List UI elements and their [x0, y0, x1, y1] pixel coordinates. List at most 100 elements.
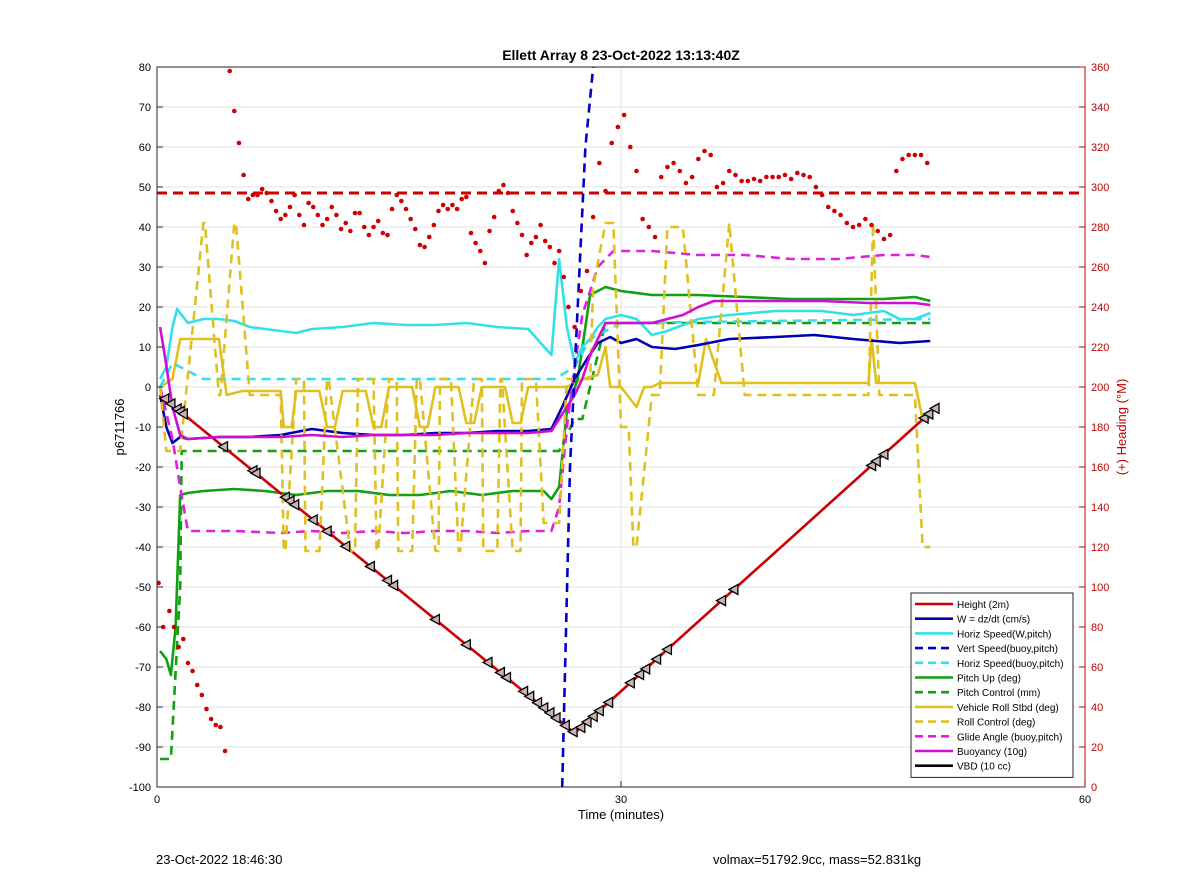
heading-point [658, 174, 664, 180]
heading-point [542, 238, 548, 244]
heading-point [180, 636, 186, 642]
heading-point [640, 216, 645, 222]
heading-point [566, 304, 571, 310]
heading-point [269, 198, 274, 204]
height-marker-triangle [549, 711, 561, 725]
height-marker-triangle [633, 668, 645, 681]
heading-point [665, 164, 670, 170]
heading-point [788, 176, 794, 182]
heading-point [157, 580, 161, 586]
heading-point [287, 204, 293, 210]
height-marker-triangle [580, 715, 592, 729]
grid [156, 66, 1086, 788]
heading-point [440, 202, 446, 208]
heading-point [361, 224, 367, 230]
heading-point [468, 230, 474, 236]
y-tick-label: 0 [145, 382, 151, 394]
height-marker-triangle [164, 397, 176, 410]
height-marker-triangle [558, 719, 570, 732]
heading-point [745, 178, 751, 184]
heading-point [505, 190, 511, 196]
y-tick-label: -10 [135, 422, 151, 434]
series-line-vehicle-roll-stbd-deg- [159, 337, 931, 429]
legend-label: Pitch Control (mm) [957, 688, 1040, 699]
heading-point [714, 184, 720, 190]
y2-tick-label: 40 [1091, 702, 1103, 714]
legend-label: Glide Angle (buoy,pitch) [957, 732, 1062, 743]
y2-tick-label: 120 [1091, 542, 1109, 554]
x-tick-label: 0 [154, 794, 160, 806]
heading-point [190, 668, 195, 674]
y-tick-label: -60 [135, 622, 151, 634]
heading-point [385, 232, 390, 238]
heading-point [171, 624, 177, 630]
heading-point [528, 240, 534, 246]
height-marker-triangle [288, 498, 300, 511]
heading-point [160, 624, 166, 630]
series-line-glide-angle-buoy-pitch- [158, 249, 931, 535]
series-line-horiz-speed-w-pitch- [158, 257, 931, 380]
y-tick-label: 80 [139, 62, 151, 74]
y-tick-label: 40 [139, 222, 151, 234]
heading-point [702, 148, 707, 154]
x-axis-label: Time (minutes) [578, 807, 664, 822]
legend-box [910, 592, 1074, 778]
legend-label: Pitch Up (deg) [957, 674, 1021, 685]
heading-point [482, 260, 488, 266]
legend-label: W = dz/dt (cm/s) [957, 615, 1030, 626]
heading-point [863, 216, 868, 222]
legend-label: Horiz Speed(buoy,pitch) [957, 659, 1064, 670]
heading-point [412, 226, 418, 232]
footer-volmax-mass: volmax=51792.9cc, mass=52.831kg [713, 852, 922, 867]
height-marker-triangle [543, 706, 555, 719]
series-line-buoyancy-10g- [158, 299, 931, 441]
heading-point [450, 202, 455, 208]
heading-point [292, 192, 297, 198]
heading-point [329, 204, 335, 210]
plot-area [157, 67, 1085, 787]
heading-point [720, 180, 726, 186]
heading-point [615, 124, 621, 130]
series-line-vert-speed-buoy-pitch- [560, 67, 595, 787]
heading-point [259, 186, 265, 192]
axes: -100-90-80-70-60-50-40-30-20-10010203040… [129, 62, 1109, 806]
heading-point [807, 174, 812, 180]
heading-point [394, 192, 400, 198]
height-marker-triangle [586, 710, 598, 723]
heading-point [496, 188, 502, 194]
heading-point [825, 204, 831, 210]
height-marker-triangle [574, 721, 586, 734]
y2-tick-label: 60 [1091, 662, 1103, 674]
height-marker-triangle [306, 513, 318, 527]
heading-point [547, 244, 553, 250]
plot-content [157, 67, 1085, 787]
heading-point [232, 108, 237, 114]
series-line-pitch-up-deg- [159, 285, 931, 677]
heading-point [306, 200, 311, 206]
height-marker-triangle [869, 455, 881, 468]
heading-point [357, 210, 362, 216]
heading-point [315, 212, 321, 218]
heading-point [422, 244, 427, 250]
heading-point [524, 252, 529, 258]
heading-point [352, 210, 358, 216]
legend-label: Vehicle Roll Stbd (deg) [957, 703, 1059, 714]
height-marker-triangle [639, 662, 651, 676]
heading-point [538, 222, 543, 228]
legend-label: Height (2m) [957, 600, 1009, 611]
heading-point [283, 212, 288, 218]
y-tick-label: -20 [135, 462, 151, 474]
heading-point [671, 160, 676, 166]
height-marker-triangle [650, 653, 662, 666]
heading-point [894, 168, 899, 174]
height-marker-triangle [922, 407, 934, 421]
y2-tick-label: 80 [1091, 622, 1103, 634]
x-tick-label: 30 [615, 794, 627, 806]
heading-point [627, 144, 633, 150]
heading-point [477, 248, 483, 254]
height-marker-triangle [494, 666, 506, 679]
height-marker-triangle [566, 725, 578, 738]
heading-point [227, 68, 232, 74]
height-marker-triangle [928, 402, 940, 415]
